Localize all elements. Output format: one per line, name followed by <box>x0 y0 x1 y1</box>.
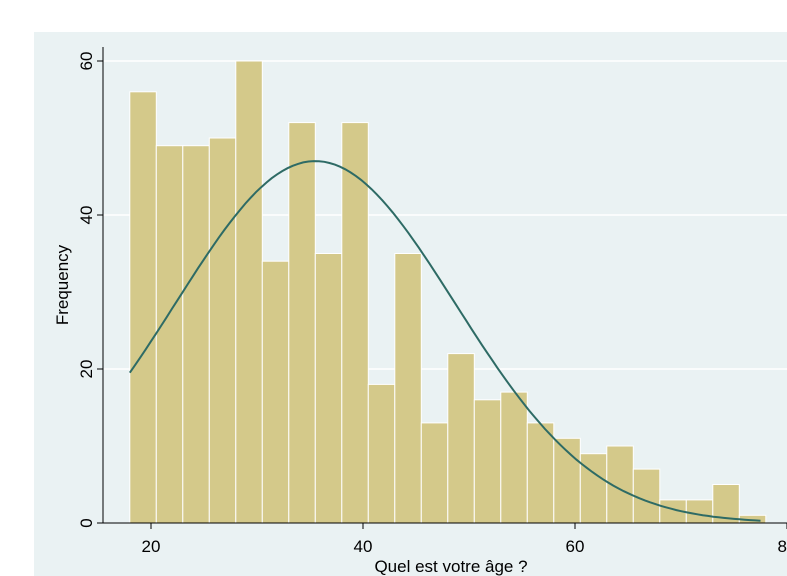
axes <box>102 47 787 524</box>
x-tick-label: 40 <box>354 537 373 556</box>
x-tick-label: 80 <box>778 537 787 556</box>
histogram-bar <box>155 145 184 524</box>
histogram-bar <box>632 468 661 524</box>
x-axis-ticks: 20 40 60 80 <box>142 523 787 556</box>
histogram-bar <box>420 422 449 524</box>
histogram-bar <box>447 353 475 524</box>
y-tick-label: 20 <box>77 360 96 379</box>
histogram-bar <box>685 499 714 524</box>
x-tick-label: 60 <box>566 537 585 556</box>
x-axis-label: Quel est votre âge ? <box>374 557 527 576</box>
histogram-bar <box>314 253 343 524</box>
y-axis-label: Frequency <box>53 244 72 325</box>
y-tick-label: 40 <box>77 206 96 225</box>
histogram-bar <box>208 137 237 524</box>
histogram-bar <box>473 399 502 524</box>
histogram-bar <box>235 60 263 524</box>
y-axis-ticks: 0 20 40 60 <box>77 52 103 528</box>
y-tick-label: 0 <box>77 518 96 527</box>
histogram-bar <box>500 391 528 524</box>
histogram-bar <box>261 260 290 524</box>
histogram-bar <box>288 122 316 524</box>
x-tick-label: 20 <box>142 537 161 556</box>
histogram-bar <box>129 91 157 524</box>
histogram-bar <box>579 453 608 524</box>
normal-density-curve <box>128 160 761 522</box>
y-tick-label: 60 <box>77 52 96 71</box>
histogram-bar <box>526 422 555 524</box>
histogram-bars <box>129 60 767 524</box>
histogram-bar <box>182 145 210 524</box>
histogram-bar <box>394 253 422 524</box>
histogram-bar <box>367 383 396 524</box>
